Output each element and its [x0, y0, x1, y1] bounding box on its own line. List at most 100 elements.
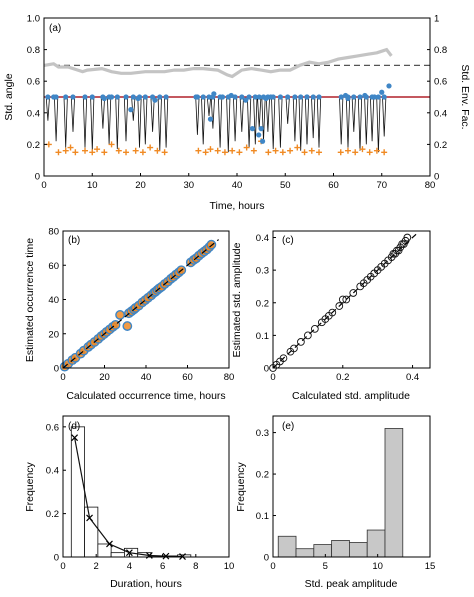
floor-marker	[207, 146, 214, 153]
x-tick-label: 6	[160, 561, 165, 572]
y-tick-label: 40	[48, 295, 59, 306]
floor-marker	[279, 149, 286, 156]
floor-marker	[115, 147, 122, 154]
floor-marker	[72, 149, 79, 156]
peak-marker	[207, 116, 214, 122]
event-start-marker	[277, 94, 284, 100]
event-start-marker	[63, 94, 69, 100]
floor-marker	[287, 147, 294, 154]
y-tick-label: 0.6	[46, 422, 59, 433]
y-tick-label: 20	[48, 329, 59, 340]
event-start-marker	[246, 94, 252, 100]
floor-marker	[316, 149, 323, 156]
panel-d-label: (d)	[68, 421, 80, 432]
panel-d-ticks: 0 2 4 6 8 10 0 0.2 0.4 0.6	[46, 422, 235, 572]
duration-bar	[110, 552, 125, 558]
y-tick-label: 80	[48, 227, 59, 238]
panel-c-xlabel: Calculated std. amplitude	[292, 390, 410, 402]
y-tick-label: 0	[54, 364, 59, 375]
y-tick-label: 60	[48, 261, 59, 272]
amplitude-point	[342, 295, 351, 304]
peak-marker	[108, 94, 115, 100]
panel-a-label: (a)	[49, 23, 61, 34]
amplitude-point	[279, 354, 288, 363]
panel-c-ylabel: Estimated std. amplitude	[231, 242, 243, 357]
event-start-marker	[142, 94, 148, 100]
event-start-marker	[316, 94, 322, 100]
floor-marker	[265, 149, 272, 156]
amplitude-point	[335, 302, 344, 310]
event-start-marker	[89, 94, 95, 100]
y-tick-label: 0.2	[256, 470, 269, 481]
y-right-tick-label: 0.8	[434, 45, 447, 56]
peak-amplitude-bar	[277, 535, 297, 558]
x-tick-label: 0	[60, 561, 65, 572]
peak-marker	[243, 97, 249, 103]
panel-a-ticks: 0 10 20 30 40 50 60 70 8000.20.40.60.81.000.20.4…	[27, 14, 447, 192]
peak-marker	[152, 97, 158, 103]
event-start-marker	[200, 94, 206, 100]
peak-marker	[228, 92, 234, 99]
panel-b-ylabel: Estimated occurrence time	[24, 238, 36, 362]
floor-marker	[214, 147, 221, 154]
panel-c-ticks: 0 0.2 0.4 0 0.1 0.2 0.3 0.4	[256, 233, 419, 383]
floor-marker	[373, 147, 380, 154]
event-start-marker	[239, 94, 245, 100]
panel-d-frame	[62, 415, 230, 558]
occurrence-point	[115, 310, 125, 320]
panel-c: (c) Calculated std. amplitude Estimated …	[231, 230, 431, 402]
floor-marker	[236, 149, 243, 156]
event-start-marker	[375, 94, 381, 100]
event-start-marker	[157, 94, 163, 100]
peak-marker	[268, 94, 274, 100]
panel-e-frame	[272, 415, 431, 558]
fit-point-marker	[162, 552, 170, 560]
x-tick-label: 20	[99, 372, 110, 383]
event-start-marker	[206, 94, 212, 100]
x-tick-label: 0.2	[336, 372, 349, 383]
fit-point-marker	[86, 514, 93, 522]
event-start-marker	[285, 94, 291, 100]
y-tick-label: 0.3	[256, 428, 269, 439]
peak-amplitude-bar	[384, 428, 404, 558]
x-tick-label: 80	[224, 372, 235, 383]
floor-marker	[89, 149, 96, 156]
panel-c-plot-area	[269, 233, 417, 372]
x-tick-label: 70	[376, 180, 387, 191]
event-start-marker	[256, 94, 262, 100]
peak-marker	[193, 94, 199, 100]
floor-marker	[154, 147, 161, 154]
event-start-marker	[130, 94, 136, 100]
peak-marker	[345, 95, 351, 102]
event-start-marker	[310, 94, 316, 100]
floor-marker	[195, 147, 202, 154]
event-start-marker	[163, 94, 169, 100]
floor-marker	[108, 141, 115, 148]
panel-e-ticks: 0 5 10 15 0 0.1 0.2 0.3	[256, 428, 436, 572]
y-right-tick-label: 0	[434, 172, 439, 183]
event-start-marker	[338, 94, 344, 100]
event-start-marker	[70, 94, 76, 100]
identity-line	[62, 239, 220, 369]
fit-point-marker	[125, 549, 133, 557]
x-tick-label: 10	[224, 561, 235, 572]
panel-a-ylabel: Std. angle	[3, 73, 15, 120]
occurrence-point	[206, 239, 217, 250]
y-right-tick-label: 0.2	[434, 140, 447, 151]
floor-marker	[301, 149, 308, 156]
panel-a-ylabel-right: Std. Env. Fac.	[459, 64, 471, 129]
y-tick-label: 0	[264, 364, 269, 375]
x-tick-label: 10	[87, 180, 98, 191]
y-tick-label: 0	[54, 553, 59, 564]
event-start-marker	[381, 94, 387, 100]
x-tick-label: 0	[270, 372, 275, 383]
y-tick-label: 0	[35, 172, 40, 183]
floor-marker	[123, 149, 130, 156]
peak-marker	[249, 126, 256, 132]
panel-d: (d) Duration, hours Frequency 0 2 4 6 8 10 0 0.…	[24, 415, 235, 590]
peak-marker	[386, 83, 392, 89]
event-start-marker	[82, 94, 88, 100]
amplitude-point	[349, 289, 358, 297]
floor-marker	[359, 146, 366, 153]
